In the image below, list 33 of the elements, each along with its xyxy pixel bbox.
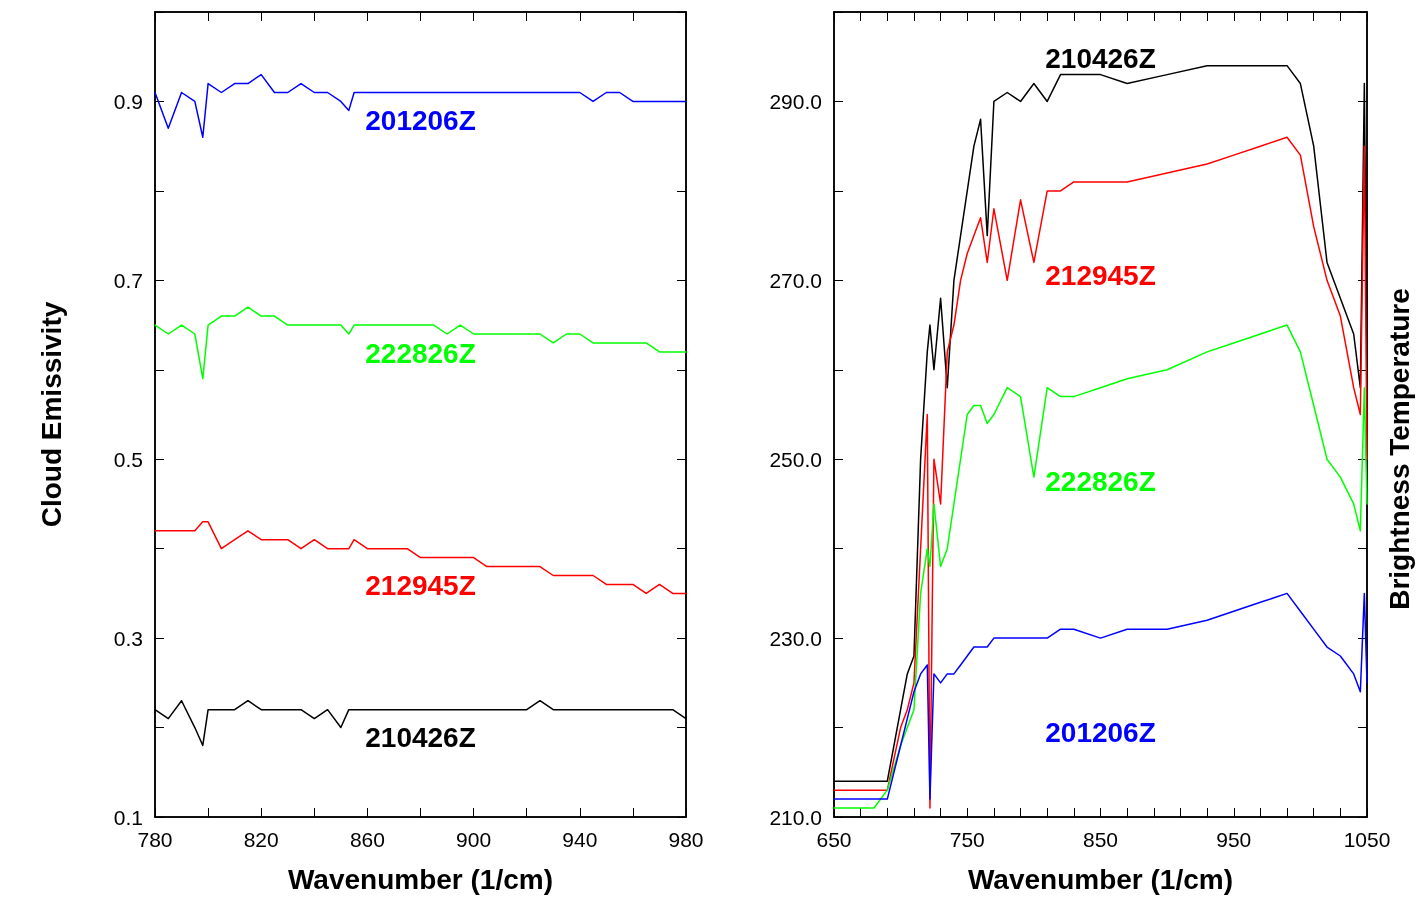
legend-label: 210426Z — [1045, 43, 1156, 75]
y-tick-label: 0.7 — [113, 268, 143, 292]
y-tick-label: 290.0 — [769, 89, 822, 113]
x-axis-title: Wavenumber (1/cm) — [967, 863, 1234, 895]
y-tick-label: 230.0 — [769, 626, 822, 650]
y-tick-label: 0.5 — [113, 447, 143, 471]
series-label: 212945Z — [1045, 260, 1156, 292]
x-tick-label: 980 — [668, 828, 704, 851]
text: 201206Z — [1045, 716, 1156, 748]
y-axis-title: Cloud Emissivity — [35, 301, 67, 528]
series-label: 222826Z — [365, 337, 476, 369]
y2-axis-title: Brightness Temperature — [1383, 288, 1415, 610]
y-tick-label: 0.3 — [113, 626, 143, 650]
x-tick-label: 950 — [1216, 828, 1252, 851]
x-tick-label: 780 — [137, 828, 173, 851]
series-label: 212945Z — [365, 570, 476, 602]
y-tick-label: 210.0 — [769, 805, 822, 829]
x-tick-label: 940 — [562, 828, 598, 851]
x-tick-label: 860 — [349, 828, 385, 851]
series-label: 210426Z — [365, 722, 476, 754]
x-tick-label: 900 — [456, 828, 492, 851]
y-tick-label: 250.0 — [769, 447, 822, 471]
x-tick-label: 820 — [243, 828, 279, 851]
y-tick-label: 270.0 — [769, 268, 822, 292]
x-axis-title: Wavenumber (1/cm) — [287, 863, 554, 895]
y-tick-label: 0.9 — [113, 89, 143, 113]
x-tick-label: 650 — [816, 828, 852, 851]
y-tick-label: 0.1 — [113, 805, 143, 829]
x-tick-label: 850 — [1082, 828, 1119, 851]
series-label: 201206Z — [365, 105, 476, 136]
x-tick-label: 750 — [949, 828, 985, 851]
x-tick-label: 1050 — [1343, 828, 1391, 851]
series-label: 222826Z — [1045, 466, 1156, 498]
